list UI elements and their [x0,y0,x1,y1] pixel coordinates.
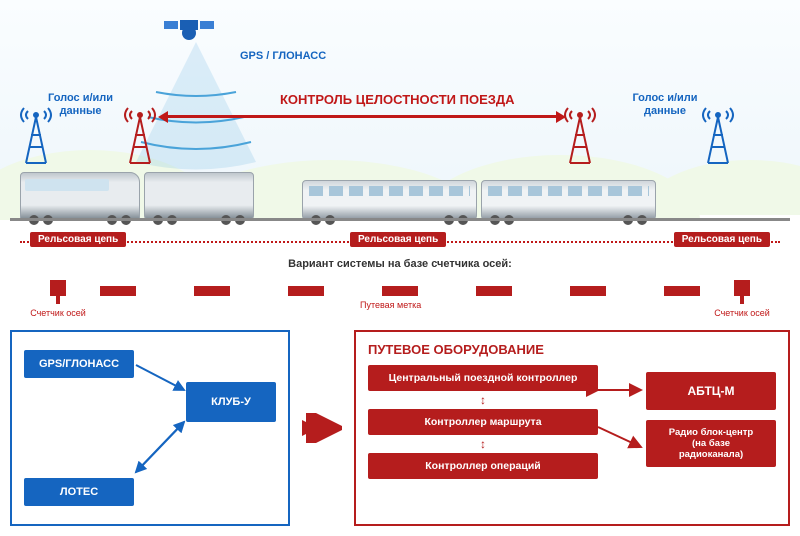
red-column: Центральный поездной контроллер ↕ Контро… [368,365,598,479]
bottom-section: GPS/ГЛОНАСС КЛУБ-У ЛОТЕС ПУТЕВОЕ ОБОРУДО… [10,330,790,526]
integrity-arrow [168,115,556,118]
ctrl-ops-block: Контроллер операций [368,453,598,479]
axle-label-left: Счетчик осей [28,308,88,318]
axle-label-right: Счетчик осей [712,308,772,318]
satellite-icon [180,20,198,30]
rail [10,218,790,221]
axle-counter-left [50,280,66,296]
track-equip-title: ПУТЕВОЕ ОБОРУДОВАНИЕ [368,342,776,357]
ctrl-train-block: Центральный поездной контроллер [368,365,598,391]
signal-cone [186,42,187,43]
axle-counter-right [734,280,750,296]
rc-badge-3: Рельсовая цепь [674,232,770,247]
ctrl-route-block: Контроллер маршрута [368,409,598,435]
voice-data-left: Голос и/или данные [48,92,113,118]
blue-arrows [12,332,288,524]
passenger-car-2 [481,180,656,220]
bidir-arrow [302,330,342,526]
variant-label: Вариант системы на базе счетчика осей: [0,258,800,270]
voice-data-right: Голос и/или данные [630,92,700,118]
integrity-label: КОНТРОЛЬ ЦЕЛОСТНОСТИ ПОЕЗДА [280,92,515,108]
locomotive-1 [20,172,140,220]
rail-circuit-row: Рельсовая цепь Рельсовая цепь Рельсовая … [20,232,780,252]
rc-badge-1: Рельсовая цепь [30,232,126,247]
onboard-equipment-box: GPS/ГЛОНАСС КЛУБ-У ЛОТЕС [10,330,290,526]
abtc-block: АБТЦ-М [646,372,776,410]
track-equipment-box: ПУТЕВОЕ ОБОРУДОВАНИЕ Центральный поездно… [354,330,790,526]
track-marks [100,286,700,296]
satellite-label: GPS / ГЛОНАСС [240,50,326,63]
train [20,160,780,220]
rc-badge-2: Рельсовая цепь [350,232,446,247]
track-mark-label: Путевая метка [360,300,421,310]
radio-block: Радио блок-центр (на базе радиоканала) [646,420,776,467]
locomotive-2 [144,172,254,220]
passenger-car-1 [302,180,477,220]
red-side-column: АБТЦ-М Радио блок-центр (на базе радиока… [646,372,776,467]
